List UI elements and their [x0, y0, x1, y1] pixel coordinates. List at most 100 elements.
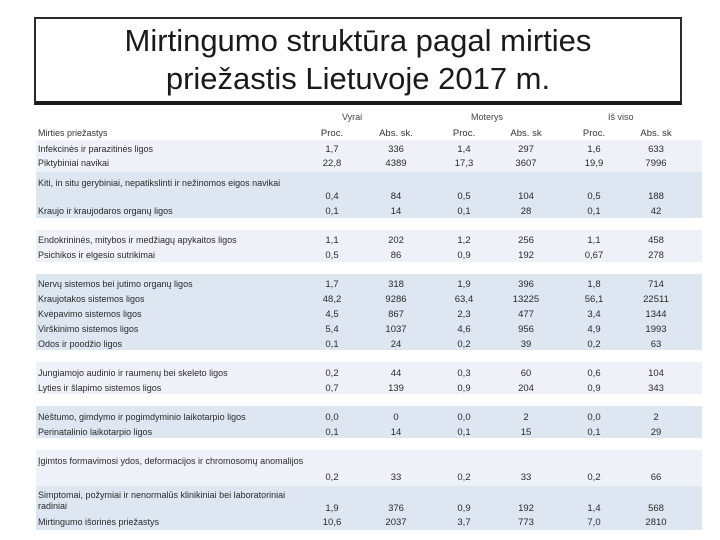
title-line-1: Mirtingumo struktūra pagal mirties	[124, 23, 592, 58]
table-cell: 192	[518, 503, 534, 514]
table-cell: 0,9	[457, 250, 471, 261]
table-cell: 773	[518, 517, 534, 528]
table-cell: 39	[520, 339, 532, 350]
column-header-total-pct: Proc.	[582, 128, 606, 139]
table-cell: 0,5	[325, 250, 339, 261]
table-cell: 867	[388, 309, 404, 320]
table-cell: 4389	[385, 158, 407, 169]
table-cell: 19,9	[584, 158, 604, 169]
table-cell: 297	[518, 144, 534, 155]
row-label: Jungiamojo audinio ir raumenų bei skelet…	[38, 368, 228, 378]
table-cell: 318	[388, 279, 404, 290]
table-cell: 202	[388, 235, 404, 246]
table-cell: 376	[388, 503, 404, 514]
table-cell: 139	[388, 383, 404, 394]
table-cell: 0,4	[325, 191, 339, 202]
table-cell: 204	[518, 383, 534, 394]
column-header-men-pct: Proc.	[320, 128, 344, 139]
table-cell: 343	[648, 383, 664, 394]
table-cell: 33	[520, 472, 532, 483]
table-cell: 256	[518, 235, 534, 246]
table-cell: 0,2	[587, 472, 601, 483]
table-cell: 336	[388, 144, 404, 155]
column-header-men-abs: Abs. sk.	[379, 128, 413, 139]
table-cell: 0,2	[457, 472, 471, 483]
table-cell: 1,1	[587, 235, 601, 246]
table-cell: 14	[390, 427, 402, 438]
table-cell: 4,6	[457, 324, 471, 335]
row-band	[36, 172, 702, 218]
row-label: Kraujotakos sistemos ligos	[38, 294, 145, 304]
table-cell: 0,9	[457, 383, 471, 394]
table-cell: 84	[390, 191, 402, 202]
group-header-men: Vyrai	[342, 112, 363, 122]
row-label: Kiti, in situ gerybiniai, nepatikslinti …	[38, 178, 281, 188]
table-cell: 0,2	[587, 339, 601, 350]
table-cell: 714	[648, 279, 664, 290]
column-header-cause: Mirties priežastys	[38, 128, 108, 138]
table-cell: 3,7	[457, 517, 471, 528]
row-band	[36, 406, 702, 438]
row-label: Kraujo ir kraujodaros organų ligos	[38, 206, 173, 216]
group-header-total: Iš viso	[608, 112, 634, 122]
row-band	[36, 140, 702, 172]
table-cell: 2037	[385, 517, 407, 528]
table-cell: 0,1	[325, 339, 339, 350]
table-cell: 66	[650, 472, 662, 483]
row-band	[36, 438, 702, 450]
row-label: Endokrininės, mitybos ir medžiagų apykai…	[38, 235, 237, 245]
table-cell: 1,9	[457, 279, 471, 290]
table-cell: 0,1	[325, 427, 339, 438]
table-cell: 0,0	[587, 412, 601, 423]
table-cell: 0,5	[457, 191, 471, 202]
row-band	[36, 350, 702, 362]
table-cell: 0,1	[457, 206, 471, 217]
table-cell: 568	[648, 503, 664, 514]
table-cell: 0,1	[457, 427, 471, 438]
column-header-women-abs: Abs. sk	[510, 128, 542, 139]
row-label: Lyties ir šlapimo sistemos ligos	[38, 383, 162, 393]
table-cell: 2	[653, 412, 659, 423]
table-cell: 278	[648, 250, 664, 261]
row-band	[36, 450, 702, 486]
table-cell: 48,2	[322, 294, 342, 305]
table-cell: 633	[648, 144, 664, 155]
row-label: Virškinimo sistemos ligos	[38, 324, 139, 334]
row-band	[36, 230, 702, 262]
row-label: Mirtingumo išorinės priežastys	[38, 517, 160, 527]
table-cell: 0,1	[587, 206, 601, 217]
table-cell: 188	[648, 191, 664, 202]
table-cell: 10,6	[322, 517, 342, 528]
table-cell: 0,6	[587, 368, 601, 379]
table-cell: 28	[520, 206, 532, 217]
table-cell: 7996	[645, 158, 667, 169]
table-cell: 9286	[385, 294, 407, 305]
table-cell: 104	[518, 191, 534, 202]
group-header-women: Moterys	[471, 112, 504, 122]
table-cell: 477	[518, 309, 534, 320]
row-label: Nervų sistemos bei jutimo organų ligos	[38, 279, 193, 289]
table-cell: 15	[520, 427, 532, 438]
table-cell: 396	[518, 279, 534, 290]
table-cell: 458	[648, 235, 664, 246]
table-cell: 33	[390, 472, 402, 483]
slide-title: Mirtingumo struktūra pagal mirties priež…	[34, 17, 682, 105]
row-label: Nėštumo, gimdymo ir pogimdyminio laikota…	[38, 412, 246, 422]
table-cell: 60	[520, 368, 532, 379]
table-cell: 1,4	[457, 144, 471, 155]
row-label: Simptomai, požymiai ir nenormalūs klinik…	[38, 490, 286, 511]
table-cell: 0,0	[325, 412, 339, 423]
table-cell: 0,9	[457, 503, 471, 514]
row-band	[36, 274, 702, 350]
table-cell: 1,8	[587, 279, 601, 290]
row-label: Infekcinės ir parazitinės ligos	[38, 144, 154, 154]
table-cell: 24	[390, 339, 402, 350]
table-cell: 0,2	[457, 339, 471, 350]
table-cell: 3,4	[587, 309, 601, 320]
row-band	[36, 218, 702, 230]
table-cell: 29	[650, 427, 662, 438]
table-cell: 104	[648, 368, 664, 379]
row-label: Kvėpavimo sistemos ligos	[38, 309, 142, 319]
table-cell: 1,9	[325, 503, 339, 514]
table-cell: 1993	[645, 324, 667, 335]
